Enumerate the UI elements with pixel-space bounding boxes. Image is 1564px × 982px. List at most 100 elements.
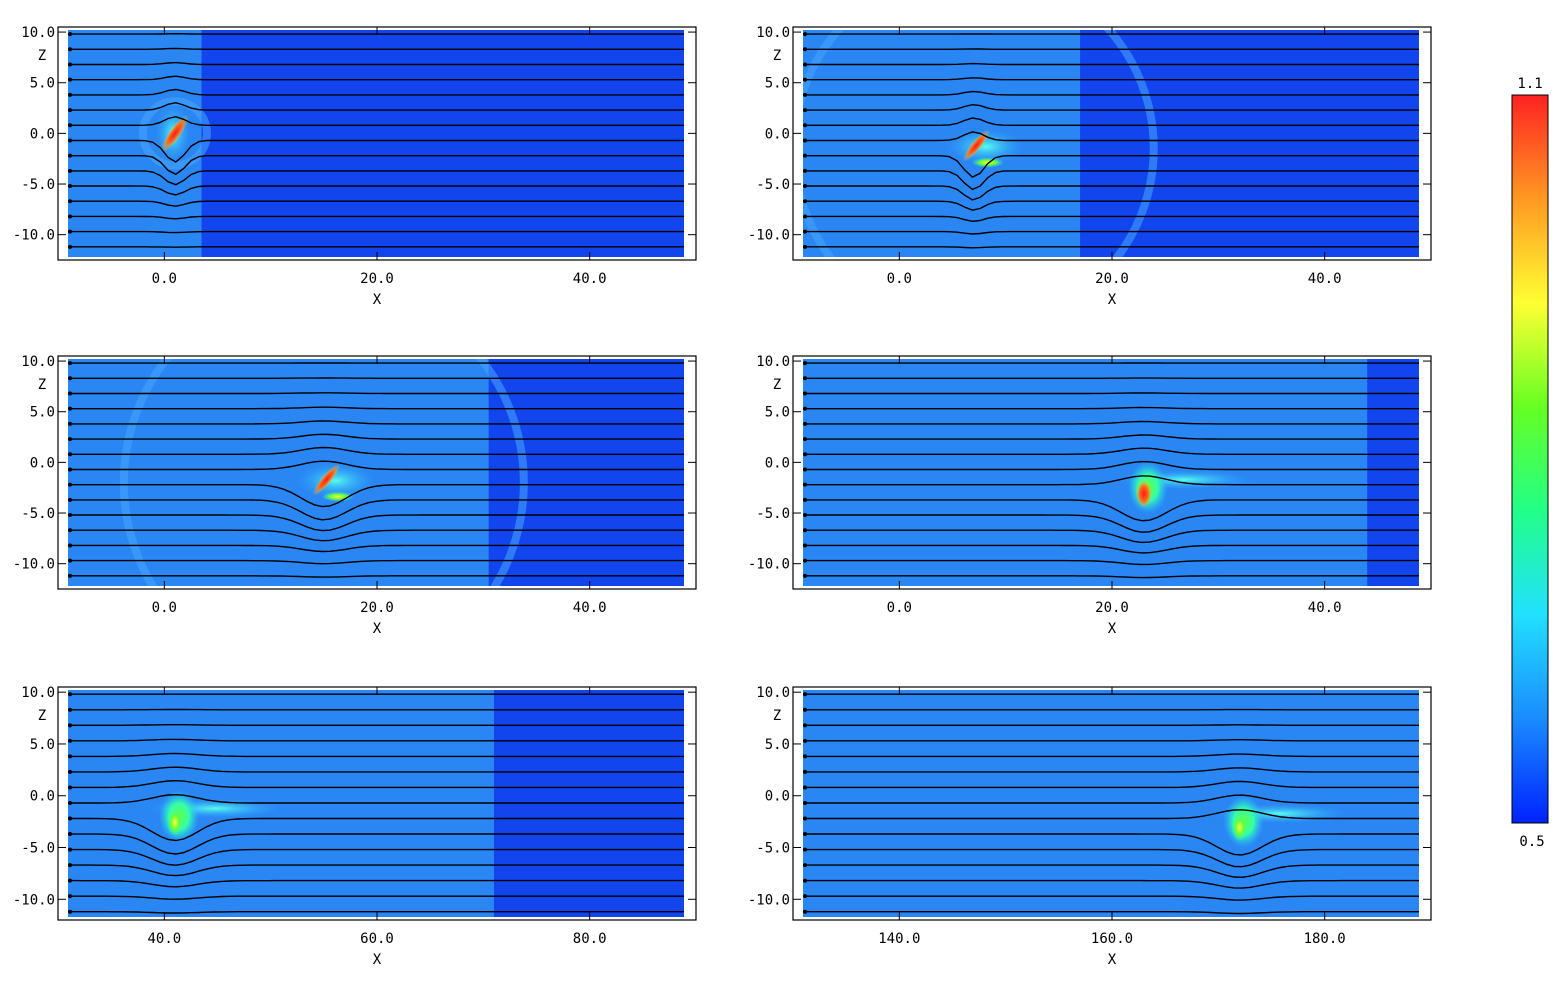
field-line-marker: [68, 422, 72, 426]
field-line-marker: [68, 437, 72, 441]
field-line-marker: [803, 817, 807, 821]
field-line-marker: [68, 108, 72, 112]
field-line-marker: [803, 848, 807, 852]
field-line-marker: [68, 910, 72, 914]
field-line-marker: [68, 467, 72, 471]
field-line-marker: [803, 62, 807, 66]
y-tick-label: 0.0: [765, 126, 790, 142]
field-line-marker: [68, 723, 72, 727]
x-axis-label: X: [1108, 292, 1117, 308]
field-line-marker: [803, 513, 807, 517]
field-line-marker: [68, 692, 72, 696]
field-line-marker: [803, 879, 807, 883]
field-line-marker: [68, 199, 72, 203]
field-line-marker: [803, 739, 807, 743]
y-tick-label: 0.0: [765, 455, 790, 471]
field-line-marker: [68, 452, 72, 456]
field-line-marker: [803, 692, 807, 696]
field-line-marker: [803, 894, 807, 898]
x-tick-label: 20.0: [360, 600, 394, 616]
y-tick-label: -10.0: [13, 557, 55, 573]
field-line-marker: [803, 832, 807, 836]
y-tick-label: -5.0: [756, 841, 790, 857]
field-lines: [803, 32, 1419, 249]
field-line-marker: [68, 739, 72, 743]
field-line-marker: [68, 184, 72, 188]
field-lines: [68, 361, 684, 578]
field-line-marker: [68, 801, 72, 805]
field-line-marker: [803, 245, 807, 249]
y-tick-label: 10.0: [756, 685, 790, 701]
y-axis-label: Z: [38, 48, 46, 64]
y-tick-label: 0.0: [765, 789, 790, 805]
field-line-marker: [803, 407, 807, 411]
field-line-marker: [68, 407, 72, 411]
field-line-marker: [803, 543, 807, 547]
y-tick-label: 10.0: [21, 25, 55, 41]
field-line-marker: [68, 513, 72, 517]
x-tick-label: 40.0: [573, 600, 607, 616]
x-axis-label: X: [373, 952, 382, 968]
field-line: [803, 393, 1419, 394]
field-line-marker: [68, 138, 72, 142]
y-axis-label: Z: [773, 377, 781, 393]
field-line-marker: [68, 78, 72, 82]
y-tick-label: -5.0: [756, 506, 790, 522]
field-line-marker: [803, 528, 807, 532]
field-line-marker: [803, 108, 807, 112]
field-line: [68, 393, 684, 394]
field-line-marker: [803, 910, 807, 914]
y-axis-label: Z: [38, 708, 46, 724]
x-tick-label: 0.0: [887, 600, 912, 616]
cloud-core: [1136, 480, 1152, 508]
field-line-marker: [68, 785, 72, 789]
y-tick-label: -5.0: [21, 506, 55, 522]
field-line-marker: [68, 32, 72, 36]
field-line-marker: [803, 708, 807, 712]
x-axis-label: X: [373, 621, 382, 637]
density-field: [803, 690, 1419, 917]
y-tick-label: -5.0: [21, 841, 55, 857]
density-field: [68, 690, 684, 917]
field-line-marker: [803, 184, 807, 188]
y-tick-label: 5.0: [765, 737, 790, 753]
colorbar-max-label: 1.1: [1517, 76, 1542, 92]
field-line-marker: [68, 528, 72, 532]
x-tick-label: 160.0: [1091, 931, 1133, 947]
y-tick-label: 0.0: [30, 126, 55, 142]
field-line-marker: [803, 138, 807, 142]
x-axis-label: X: [1108, 952, 1117, 968]
x-tick-label: 20.0: [1095, 271, 1129, 287]
field-line-marker: [803, 93, 807, 97]
field-line-marker: [68, 817, 72, 821]
field-line-marker: [803, 123, 807, 127]
y-tick-label: 0.0: [30, 455, 55, 471]
x-tick-label: 60.0: [360, 931, 394, 947]
x-axis-label: X: [373, 292, 382, 308]
y-tick-label: 5.0: [30, 405, 55, 421]
cloud-core: [1232, 814, 1248, 842]
colorbar-min-label: 0.5: [1519, 834, 1544, 850]
field-line-marker: [68, 376, 72, 380]
density-field: [68, 30, 684, 257]
x-tick-label: 20.0: [1095, 600, 1129, 616]
y-axis-label: Z: [773, 48, 781, 64]
field-line-marker: [803, 483, 807, 487]
field-line-marker: [68, 754, 72, 758]
cloud-tail: [972, 158, 1004, 168]
field-line-marker: [68, 832, 72, 836]
field-line-marker: [68, 361, 72, 365]
field-line-marker: [68, 574, 72, 578]
y-tick-label: -5.0: [21, 177, 55, 193]
y-tick-label: 5.0: [30, 76, 55, 92]
field-line-marker: [68, 879, 72, 883]
y-tick-label: 5.0: [765, 405, 790, 421]
field-line-marker: [68, 169, 72, 173]
y-tick-label: 0.0: [30, 789, 55, 805]
field-line-marker: [68, 230, 72, 234]
field-line-marker: [803, 498, 807, 502]
